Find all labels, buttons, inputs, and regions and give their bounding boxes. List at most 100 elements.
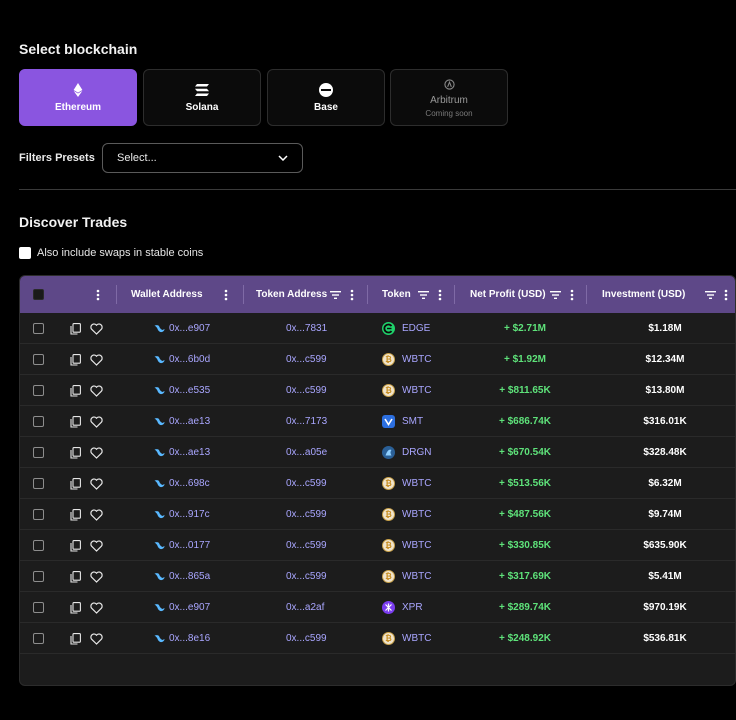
wallet-column-menu-icon[interactable] — [224, 276, 228, 313]
net-profit-filter-icon[interactable] — [550, 276, 561, 313]
header-token[interactable]: Token — [382, 276, 411, 313]
token-cell[interactable]: WBTC — [382, 468, 431, 499]
token-cell[interactable]: WBTC — [382, 530, 431, 561]
heart-icon[interactable] — [90, 592, 103, 623]
heart-icon[interactable] — [90, 375, 103, 406]
token-column-menu-icon[interactable] — [438, 276, 442, 313]
row-checkbox[interactable] — [33, 385, 44, 396]
header-investment[interactable]: Investment (USD) — [602, 276, 685, 313]
copy-icon[interactable] — [70, 437, 81, 468]
wallet-address-cell[interactable]: 0x...917c — [154, 499, 210, 530]
table-row[interactable]: 0x...ae13 0x...7173 SMT + $686.74K $316.01K — [20, 406, 735, 437]
token-address-link[interactable]: 0x...c599 — [286, 354, 327, 365]
chain-arbitrum-button[interactable]: Arbitrum Coming soon — [390, 69, 508, 126]
wallet-address-cell[interactable]: 0x...865a — [154, 561, 210, 592]
row-checkbox[interactable] — [33, 447, 44, 458]
row-checkbox[interactable] — [33, 416, 44, 427]
heart-icon[interactable] — [90, 344, 103, 375]
token-address-link[interactable]: 0x...c599 — [286, 509, 327, 520]
row-checkbox[interactable] — [33, 478, 44, 489]
heart-icon[interactable] — [90, 468, 103, 499]
copy-icon[interactable] — [70, 406, 81, 437]
header-net-profit[interactable]: Net Profit (USD) — [470, 276, 546, 313]
copy-icon[interactable] — [70, 344, 81, 375]
heart-icon[interactable] — [90, 437, 103, 468]
table-row[interactable]: 0x...698c 0x...c599 WBTC + $513.56K $6.32M — [20, 468, 735, 499]
stable-coins-checkbox[interactable] — [19, 247, 31, 259]
table-row[interactable]: 0x...e907 0x...a2af XPR + $289.74K $970.19K — [20, 592, 735, 623]
row-checkbox[interactable] — [33, 354, 44, 365]
token-address-link[interactable]: 0x...7831 — [286, 323, 328, 334]
wallet-address-cell[interactable]: 0x...ae13 — [154, 406, 210, 437]
table-row[interactable]: 0x...e535 0x...c599 WBTC + $811.65K $13.80M — [20, 375, 735, 406]
row-checkbox[interactable] — [33, 633, 44, 644]
token-cell[interactable]: SMT — [382, 406, 423, 437]
chain-solana-button[interactable]: Solana — [143, 69, 261, 126]
heart-icon[interactable] — [90, 406, 103, 437]
header-menu-kebab-icon[interactable] — [96, 276, 100, 313]
token-cell[interactable]: WBTC — [382, 623, 431, 654]
copy-icon[interactable] — [70, 530, 81, 561]
wallet-address-cell[interactable]: 0x...e535 — [154, 375, 210, 406]
wallet-address-cell[interactable]: 0x...ae13 — [154, 437, 210, 468]
table-row[interactable]: 0x...0177 0x...c599 WBTC + $330.85K $635.90K — [20, 530, 735, 561]
token-address-link[interactable]: 0x...c599 — [286, 633, 327, 644]
row-checkbox[interactable] — [33, 509, 44, 520]
token-filter-icon[interactable] — [418, 276, 429, 313]
copy-icon[interactable] — [70, 499, 81, 530]
copy-icon[interactable] — [70, 468, 81, 499]
token-cell[interactable]: WBTC — [382, 344, 431, 375]
token-cell[interactable]: WBTC — [382, 499, 431, 530]
row-checkbox[interactable] — [33, 602, 44, 613]
select-all-checkbox[interactable] — [33, 289, 44, 300]
table-row[interactable]: 0x...e907 0x...7831 EDGE + $2.71M $1.18M — [20, 313, 735, 344]
wallet-address-cell[interactable]: 0x...e907 — [154, 592, 210, 623]
table-row[interactable]: 0x...ae13 0x...a05e DRGN + $670.54K $328.48K — [20, 437, 735, 468]
token-address-filter-icon[interactable] — [330, 276, 341, 313]
token-cell[interactable]: XPR — [382, 592, 423, 623]
copy-icon[interactable] — [70, 592, 81, 623]
heart-icon[interactable] — [90, 623, 103, 654]
heart-icon[interactable] — [90, 313, 103, 344]
wallet-address-cell[interactable]: 0x...6b0d — [154, 344, 210, 375]
wallet-address-cell[interactable]: 0x...0177 — [154, 530, 210, 561]
copy-icon[interactable] — [70, 375, 81, 406]
chain-ethereum-button[interactable]: Ethereum — [19, 69, 137, 126]
header-token-address[interactable]: Token Address — [256, 276, 327, 313]
token-address-link[interactable]: 0x...7173 — [286, 416, 328, 427]
token-address-link[interactable]: 0x...c599 — [286, 385, 327, 396]
copy-icon[interactable] — [70, 561, 81, 592]
token-address-link[interactable]: 0x...a05e — [286, 447, 328, 458]
row-checkbox[interactable] — [33, 571, 44, 582]
net-profit-value: + $513.56K — [499, 478, 551, 489]
copy-icon[interactable] — [70, 313, 81, 344]
investment-filter-icon[interactable] — [705, 276, 716, 313]
token-cell[interactable]: WBTC — [382, 375, 431, 406]
header-wallet-address[interactable]: Wallet Address — [131, 276, 203, 313]
table-row[interactable]: 0x...865a 0x...c599 WBTC + $317.69K $5.41M — [20, 561, 735, 592]
table-row[interactable]: 0x...6b0d 0x...c599 WBTC + $1.92M $12.34M — [20, 344, 735, 375]
heart-icon[interactable] — [90, 561, 103, 592]
token-cell[interactable]: DRGN — [382, 437, 431, 468]
investment-column-menu-icon[interactable] — [724, 276, 728, 313]
chain-base-button[interactable]: Base — [267, 69, 385, 126]
table-row[interactable]: 0x...8e16 0x...c599 WBTC + $248.92K $536.81K — [20, 623, 735, 654]
copy-icon[interactable] — [70, 623, 81, 654]
token-address-column-menu-icon[interactable] — [350, 276, 354, 313]
wallet-address-cell[interactable]: 0x...698c — [154, 468, 210, 499]
filters-presets-select[interactable]: Select... — [102, 143, 303, 173]
net-profit-column-menu-icon[interactable] — [570, 276, 574, 313]
row-checkbox[interactable] — [33, 540, 44, 551]
token-cell[interactable]: EDGE — [382, 313, 430, 344]
token-cell[interactable]: WBTC — [382, 561, 431, 592]
wallet-address-cell[interactable]: 0x...8e16 — [154, 623, 210, 654]
token-address-link[interactable]: 0x...c599 — [286, 571, 327, 582]
heart-icon[interactable] — [90, 530, 103, 561]
row-checkbox[interactable] — [33, 323, 44, 334]
table-row[interactable]: 0x...917c 0x...c599 WBTC + $487.56K $9.74M — [20, 499, 735, 530]
token-address-link[interactable]: 0x...c599 — [286, 478, 327, 489]
wallet-address-cell[interactable]: 0x...e907 — [154, 313, 210, 344]
token-address-link[interactable]: 0x...c599 — [286, 540, 327, 551]
token-address-link[interactable]: 0x...a2af — [286, 602, 325, 613]
heart-icon[interactable] — [90, 499, 103, 530]
